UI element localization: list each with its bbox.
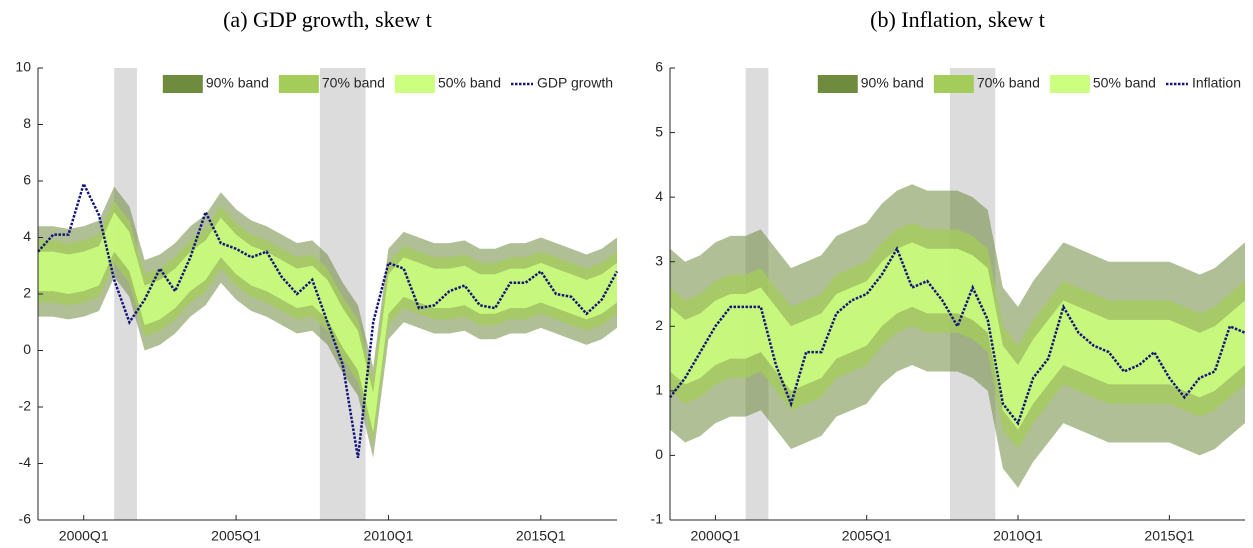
legend-swatch — [1049, 75, 1090, 93]
band — [38, 212, 617, 433]
x-tick-label: 2005Q1 — [842, 528, 892, 544]
y-tick-label: -2 — [19, 398, 32, 414]
y-tick-label: 3 — [655, 252, 663, 268]
legend-label: 70% band — [977, 75, 1040, 91]
legend-swatch — [278, 75, 319, 93]
x-tick-label: 2000Q1 — [690, 528, 740, 544]
legend-label: 70% band — [322, 75, 385, 91]
legend: 90% band 70% band 50% band Inflation — [817, 75, 1241, 93]
legend-label: 50% band — [438, 75, 501, 91]
legend-label: Inflation — [1192, 75, 1241, 91]
x-tick-label: 2010Q1 — [364, 528, 414, 544]
chart-title: (a) GDP growth, skew t — [223, 7, 432, 32]
y-tick-label: 0 — [23, 341, 31, 357]
x-tick-label: 2010Q1 — [993, 528, 1043, 544]
y-tick-label: 4 — [23, 228, 31, 244]
legend-label: GDP growth — [537, 75, 613, 91]
y-tick-label: 6 — [23, 172, 31, 188]
band — [670, 222, 1245, 449]
x-tick-label: 2005Q1 — [211, 528, 261, 544]
x-tick-label: 2015Q1 — [516, 528, 566, 544]
legend-swatch — [817, 75, 858, 93]
y-tick-label: 0 — [655, 446, 663, 462]
y-tick-label: 10 — [15, 59, 31, 75]
y-tick-label: 4 — [655, 188, 663, 204]
y-tick-label: -6 — [19, 511, 32, 527]
y-tick-label: -1 — [651, 511, 664, 527]
chart-title: (b) Inflation, skew t — [870, 7, 1045, 32]
panel: (a) GDP growth, skew t -6 -4 -2 0 2 4 6 8 10 2000Q… — [15, 7, 619, 544]
y-tick-label: 2 — [655, 317, 663, 333]
legend-label: 90% band — [861, 75, 924, 91]
y-tick-label: 6 — [655, 59, 663, 75]
legend: 90% band 70% band 50% band GDP growth — [162, 75, 613, 93]
legend-label: 90% band — [206, 75, 269, 91]
legend-swatch — [162, 75, 203, 93]
legend-swatch — [933, 75, 974, 93]
x-tick-label: 2000Q1 — [59, 528, 109, 544]
panel: (b) Inflation, skew t -1 0 1 2 3 4 5 6 2000Q1 2005… — [651, 7, 1246, 544]
y-tick-label: 1 — [655, 382, 663, 398]
band — [670, 184, 1245, 488]
x-tick-label: 2015Q1 — [1144, 528, 1194, 544]
band — [670, 242, 1245, 430]
legend-label: 50% band — [1093, 75, 1156, 91]
y-tick-label: -4 — [19, 454, 32, 470]
y-tick-label: 8 — [23, 115, 31, 131]
y-tick-label: 2 — [23, 285, 31, 301]
series-line — [37, 180, 619, 459]
series-line — [669, 245, 1246, 426]
legend-swatch — [394, 75, 435, 93]
recession-shade — [114, 68, 138, 520]
y-tick-label: 5 — [655, 123, 663, 139]
